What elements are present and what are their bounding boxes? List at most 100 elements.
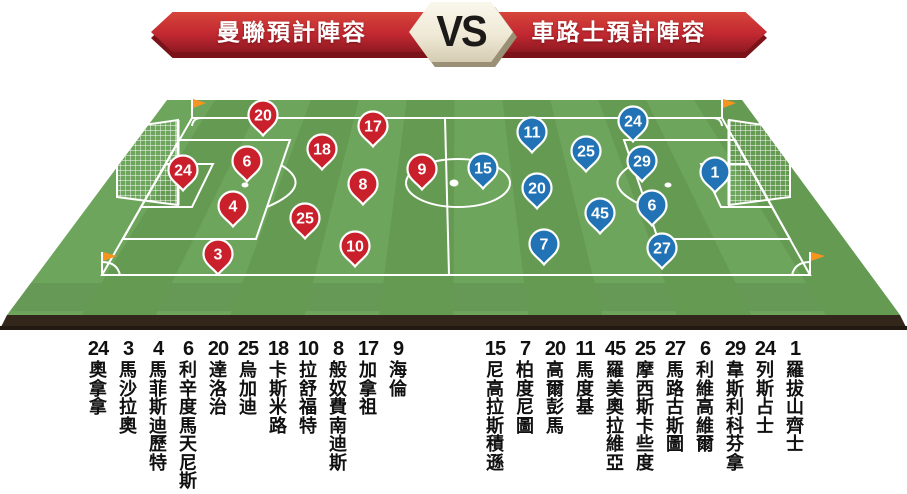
- player-pin-home-3: 3: [202, 238, 234, 277]
- pin-number: 6: [243, 154, 252, 171]
- player-name-char: 柏: [516, 360, 534, 380]
- pin-number: 27: [653, 241, 671, 258]
- player-name-char: 舒: [299, 378, 317, 399]
- player-name-char: 高: [486, 378, 504, 399]
- player-name-char: 拿: [89, 397, 107, 417]
- player-name-char: 沙: [119, 378, 137, 399]
- player-pin-away-45: 45: [584, 197, 616, 236]
- player-name-char: 迪: [329, 434, 347, 454]
- player-name-char: 加: [239, 378, 257, 399]
- player-name-char: 士: [786, 434, 804, 454]
- player-name-char: 利: [696, 360, 714, 380]
- player-pin-home-17: 17: [357, 110, 389, 149]
- pitch-soil-edge: [0, 315, 907, 330]
- player-name-char: 拿: [726, 452, 744, 473]
- player-name-char: 般: [329, 360, 347, 380]
- pin-number: 11: [524, 125, 541, 142]
- player-pin-away-6: 6: [636, 189, 668, 228]
- player-name-char: 羅: [606, 360, 624, 380]
- player-pin-home-18: 18: [306, 133, 338, 172]
- home-lineup-list: 24 奧拿拿 3 馬沙拉奧 4 馬菲斯迪歷特 6 利辛度馬天尼斯 20 達洛治 25 烏加迪 18 卡斯米…: [83, 337, 413, 491]
- player-name-char: 馬: [119, 360, 137, 380]
- player-pin-away-25: 25: [570, 135, 602, 174]
- player-pin-home-20: 20: [247, 99, 279, 138]
- player-name-char: 亞: [606, 452, 624, 473]
- player-name-char: 南: [329, 415, 347, 436]
- goal-right: [727, 118, 791, 207]
- player-name-char: 天: [179, 434, 197, 454]
- player-pin-away-7: 7: [528, 228, 560, 267]
- player-name-char: 斯: [756, 378, 774, 399]
- player-name-char: 奧: [606, 397, 624, 417]
- player-number: 20: [544, 338, 566, 360]
- player-column: 20 達洛治: [203, 337, 233, 491]
- player-pin-home-25: 25: [289, 202, 321, 241]
- player-name-char: 摩: [636, 360, 654, 380]
- player-name-char: 迪: [149, 415, 167, 436]
- player-pin-home-4: 4: [217, 190, 249, 229]
- player-column: 10 拉舒福特: [293, 337, 323, 491]
- player-number: 7: [519, 338, 531, 360]
- player-name-char: 拉: [486, 397, 504, 417]
- pin-number: 1: [711, 165, 720, 182]
- player-name-char: 尼: [516, 397, 534, 417]
- player-name-char: 積: [486, 434, 504, 454]
- away-team-title: 車路士預計陣容: [531, 19, 707, 45]
- home-team-title: 曼聯預計陣容: [217, 19, 367, 45]
- player-name-char: 馬: [576, 360, 594, 380]
- player-number: 18: [267, 338, 289, 360]
- player-number: 25: [237, 338, 259, 360]
- player-column: 24 列斯占士: [750, 337, 780, 472]
- pin-number: 10: [346, 239, 364, 256]
- player-name-char: 斯: [179, 471, 197, 491]
- player-name-char: 維: [696, 415, 714, 436]
- player-name-char: 齊: [786, 415, 804, 436]
- pin-number: 29: [633, 154, 651, 171]
- player-name-char: 歷: [149, 434, 167, 454]
- pin-number: 20: [528, 181, 546, 198]
- player-name-char: 達: [209, 360, 227, 380]
- player-name-char: 菲: [149, 378, 167, 399]
- player-name-char: 利: [179, 360, 197, 380]
- player-name-char: 拉: [299, 360, 317, 380]
- player-name-char: 維: [696, 378, 714, 399]
- player-name-char: 遜: [486, 452, 504, 473]
- player-number: 11: [575, 338, 595, 360]
- player-pin-home-8: 8: [347, 168, 379, 207]
- player-name-char: 韋: [726, 360, 744, 380]
- player-name-char: 彭: [546, 397, 564, 417]
- player-name-char: 高: [546, 360, 564, 380]
- player-name-char: 美: [606, 378, 624, 399]
- player-name-char: 馬: [546, 415, 564, 436]
- pin-number: 24: [624, 114, 642, 131]
- player-pin-away-29: 29: [626, 145, 658, 184]
- player-name-char: 拔: [786, 378, 804, 399]
- player-column: 18 卡斯米路: [263, 337, 293, 491]
- player-name-char: 斯: [636, 397, 654, 417]
- player-name-char: 斯: [329, 452, 347, 473]
- player-name-char: 奴: [329, 378, 347, 399]
- player-pin-home-6: 6: [231, 145, 263, 184]
- pin-number: 18: [313, 142, 331, 159]
- player-number: 9: [392, 338, 404, 360]
- player-name-char: 治: [209, 397, 227, 417]
- player-pin-away-15: 15: [467, 152, 499, 191]
- player-name-char: 辛: [179, 378, 197, 399]
- player-pin-home-24: 24: [167, 154, 199, 193]
- pin-number: 25: [577, 144, 595, 161]
- player-column: 15 尼高拉斯積遜: [480, 337, 510, 472]
- player-name-char: 路: [269, 415, 287, 436]
- vs-label: VS: [436, 8, 487, 56]
- player-name-char: 高: [696, 397, 714, 417]
- player-number: 25: [634, 338, 656, 360]
- player-number: 3: [122, 338, 134, 360]
- player-pin-away-1: 1: [699, 156, 731, 195]
